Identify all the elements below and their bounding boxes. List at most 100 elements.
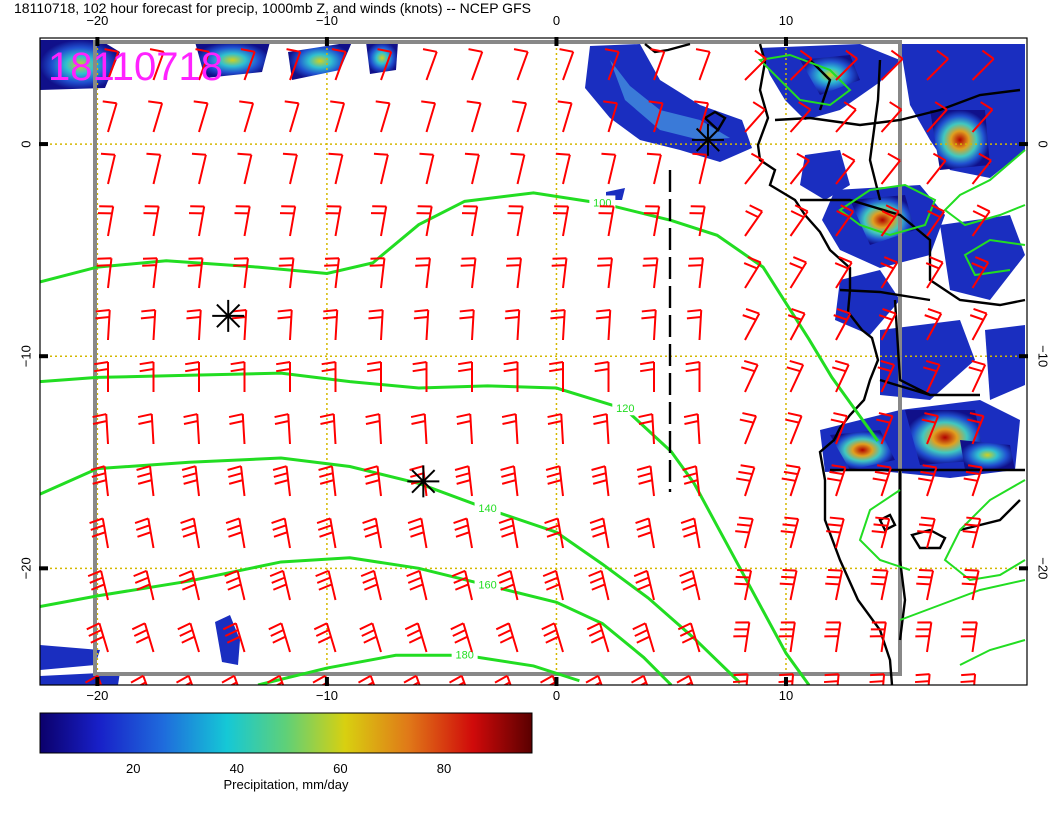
wind-barb — [268, 622, 291, 653]
wind-barb — [240, 48, 256, 81]
wind-barb — [601, 152, 617, 185]
precip-area — [40, 40, 120, 90]
wind-barb — [369, 257, 386, 289]
wind-barb — [104, 48, 120, 81]
wind-barb — [552, 205, 570, 237]
wind-barb — [969, 308, 988, 341]
wind-barb — [458, 361, 473, 392]
domain-box — [93, 40, 902, 676]
wind-barb — [779, 568, 798, 601]
wind-barb — [86, 622, 109, 653]
wind-barb — [284, 100, 300, 133]
wind-barb — [787, 308, 806, 341]
wind-barb — [100, 152, 116, 185]
wind-barb — [416, 205, 433, 237]
wind-barb — [632, 622, 655, 653]
island — [703, 110, 727, 132]
wind-barb — [824, 621, 842, 653]
wind-barb — [650, 48, 666, 81]
contour-label-bg — [474, 500, 501, 515]
wind-barb — [646, 152, 662, 185]
wind-barb — [513, 48, 529, 81]
wind-barb — [739, 412, 758, 445]
wind-barb — [139, 361, 155, 392]
wind-barb — [87, 569, 109, 601]
wind-barb — [102, 100, 118, 133]
wind-barb — [221, 674, 239, 685]
wind-barb — [642, 257, 659, 289]
wind-barb — [872, 464, 892, 497]
wind-barb — [545, 465, 564, 497]
top-lon-label: 0 — [553, 13, 560, 28]
wind-barb — [276, 361, 291, 392]
wind-barb — [683, 413, 701, 445]
wind-barb — [835, 152, 856, 185]
wind-barb — [740, 359, 759, 393]
height-contour — [40, 371, 811, 685]
wind-barb — [225, 517, 246, 549]
wind-barb — [365, 413, 382, 445]
wind-barb — [544, 517, 564, 549]
wind-barb — [963, 464, 983, 497]
wind-barb — [971, 49, 995, 81]
wind-barb — [97, 205, 115, 237]
wind-barb — [880, 101, 903, 133]
height-contour — [943, 149, 1026, 227]
left-lat-label: −10 — [18, 345, 33, 367]
right-lat-label: 0 — [1036, 140, 1051, 147]
wind-barb — [134, 517, 155, 549]
wind-barb — [231, 309, 248, 341]
wind-barb — [140, 309, 157, 341]
wind-barb — [960, 621, 978, 653]
wind-barb — [878, 308, 897, 341]
wind-barb — [193, 100, 209, 133]
wind-barbs — [85, 48, 995, 685]
wind-barb — [313, 622, 337, 653]
wind-barb — [835, 204, 855, 237]
wind-barb — [592, 413, 610, 445]
wind-barb — [282, 152, 298, 185]
wind-barb — [550, 309, 566, 341]
wind-barb — [880, 152, 901, 185]
wind-barb — [137, 413, 155, 445]
wind-barb — [133, 569, 155, 601]
wind-barb — [968, 359, 987, 393]
wind-barb — [279, 205, 297, 237]
wind-barb — [181, 465, 200, 497]
left-lat-label: −20 — [18, 557, 33, 579]
wind-barb — [961, 568, 980, 601]
wind-barb — [962, 516, 982, 549]
storm-markers — [212, 123, 724, 498]
wind-barb — [926, 101, 948, 133]
wind-barb — [191, 152, 207, 185]
wind-barb — [636, 465, 655, 497]
wind-barb — [789, 204, 809, 237]
wind-barb — [915, 621, 933, 653]
wind-barb — [148, 100, 164, 133]
height-contour — [40, 556, 673, 685]
wind-barb — [831, 359, 850, 393]
wind-barb — [870, 568, 889, 601]
wind-barb — [95, 309, 111, 341]
wind-barb — [555, 152, 571, 185]
left-lat-label: 0 — [18, 140, 33, 147]
wind-barb — [407, 517, 428, 549]
wind-barb — [785, 412, 803, 445]
contour-label: 160 — [478, 579, 496, 591]
wind-barb — [971, 101, 994, 133]
wind-barb — [142, 257, 158, 289]
wind-barb — [497, 569, 519, 601]
wind-barb — [230, 361, 246, 392]
wind-barb — [410, 413, 428, 445]
wind-barb — [648, 100, 664, 133]
wind-barb — [594, 361, 610, 392]
precip-area — [930, 110, 990, 170]
bottom-lon-label: 0 — [553, 688, 560, 703]
top-lon-label: 10 — [779, 13, 793, 28]
wind-barb — [789, 256, 808, 289]
wind-barb — [744, 204, 764, 237]
contour-label: 180 — [455, 649, 473, 661]
wind-barb — [89, 517, 109, 549]
wind-barb — [415, 257, 431, 289]
